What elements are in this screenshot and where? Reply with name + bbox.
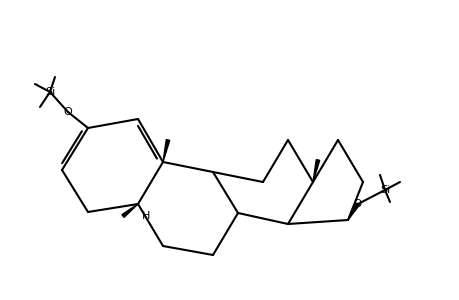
Polygon shape [312,160,319,182]
Text: Si: Si [379,185,389,195]
Polygon shape [347,203,358,220]
Text: O: O [353,199,361,209]
Polygon shape [122,204,138,218]
Text: O: O [63,107,72,117]
Text: H: H [141,211,150,221]
Text: Si: Si [45,87,55,97]
Polygon shape [162,140,169,162]
